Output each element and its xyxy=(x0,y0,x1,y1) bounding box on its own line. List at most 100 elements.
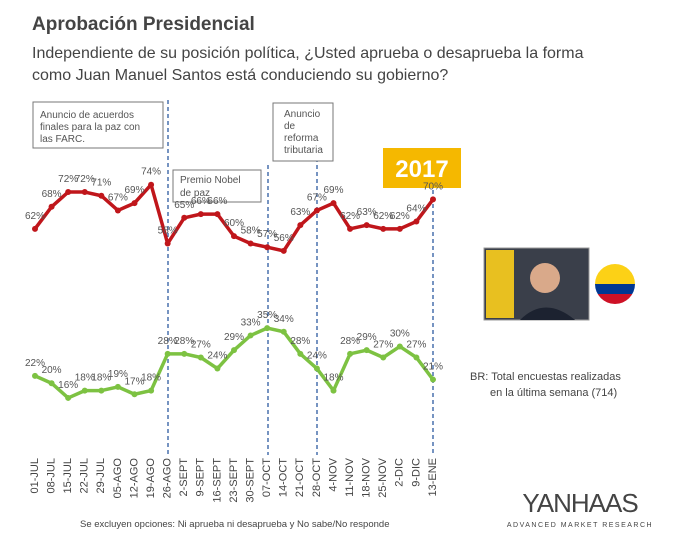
value-label: 29% xyxy=(224,332,244,343)
annotation-box xyxy=(172,169,262,203)
point xyxy=(114,207,121,214)
value-label: 28% xyxy=(158,336,178,347)
value-label: 63% xyxy=(290,207,310,218)
x-tick-label: 30-SEPT xyxy=(244,458,256,503)
annotation: Anuncio xyxy=(284,109,321,120)
x-tick-label: 16-SEPT xyxy=(211,458,223,503)
annotation: las FARC. xyxy=(40,134,85,145)
point xyxy=(48,203,55,210)
value-label: 63% xyxy=(357,207,377,218)
point xyxy=(181,350,188,357)
value-label: 68% xyxy=(42,189,62,200)
x-tick-label: 21-OCT xyxy=(294,458,306,497)
x-tick-label: 19-AGO xyxy=(145,458,157,499)
value-label: 17% xyxy=(124,376,144,387)
annotation: Premio Nobel xyxy=(180,175,241,186)
annotation: Anuncio de acuerdos xyxy=(40,110,134,121)
annotation: reforma xyxy=(284,133,319,144)
point xyxy=(264,244,271,251)
value-label: 72% xyxy=(75,174,95,185)
note: en la última semana (714) xyxy=(490,387,617,399)
value-label: 62% xyxy=(390,211,410,222)
x-tick-label: 07-OCT xyxy=(261,458,273,497)
value-label: 18% xyxy=(141,373,161,384)
value-label: 21% xyxy=(423,362,443,373)
annotation: finales para la paz con xyxy=(40,122,140,133)
point xyxy=(430,376,436,383)
photo-flag xyxy=(486,250,514,318)
logo: YANHAAS xyxy=(522,488,638,518)
value-label: 58% xyxy=(158,226,178,237)
point xyxy=(81,387,88,394)
flag-icon xyxy=(595,264,635,304)
footnote: Se excluyen opciones: Ni aprueba ni desa… xyxy=(80,519,389,530)
point xyxy=(197,354,204,361)
point xyxy=(247,240,254,247)
x-tick-label: 23-SEPT xyxy=(228,458,240,503)
point xyxy=(413,218,420,225)
logo-tagline: ADVANCED MARKET RESEARCH xyxy=(507,522,653,529)
point xyxy=(197,211,204,218)
value-label: 62% xyxy=(340,211,360,222)
point xyxy=(148,387,155,394)
value-label: 72% xyxy=(58,174,78,185)
value-label: 60% xyxy=(224,218,244,229)
point xyxy=(32,225,38,232)
point xyxy=(347,225,354,232)
value-label: 18% xyxy=(75,373,95,384)
point xyxy=(214,365,221,372)
x-tick-label: 08-JUL xyxy=(45,458,57,493)
point xyxy=(330,387,337,394)
point xyxy=(363,222,370,229)
value-label: 16% xyxy=(58,380,78,391)
value-label: 62% xyxy=(25,211,45,222)
value-label: 22% xyxy=(25,358,45,369)
point xyxy=(363,347,370,354)
point xyxy=(264,325,271,332)
title: Aprobación Presidencial xyxy=(32,14,255,35)
point xyxy=(164,350,171,357)
x-tick-label: 26-AGO xyxy=(162,458,174,499)
value-label: 57% xyxy=(257,229,277,240)
point xyxy=(330,200,337,207)
value-label: 64% xyxy=(406,203,426,214)
note: BR: Total encuestas realizadas xyxy=(470,371,621,383)
x-tick-label: 9-DIC xyxy=(410,458,422,487)
point xyxy=(65,189,72,196)
x-tick-label: 28-OCT xyxy=(311,458,323,497)
value-label: 62% xyxy=(373,211,393,222)
x-tick-label: 25-NOV xyxy=(377,457,389,497)
x-tick-label: 12-AGO xyxy=(128,458,140,499)
x-tick-label: 29-JUL xyxy=(95,458,107,493)
x-tick-label: 13-ENE xyxy=(427,458,439,497)
point xyxy=(181,214,188,221)
year-badge xyxy=(383,148,461,188)
point xyxy=(347,350,354,357)
point xyxy=(396,225,403,232)
value-label: 65% xyxy=(174,200,194,211)
value-label: 27% xyxy=(373,340,393,351)
annotation: tributaria xyxy=(284,145,323,156)
value-label: 71% xyxy=(91,178,111,189)
annotation: de paz xyxy=(180,188,210,199)
point xyxy=(81,189,88,196)
point xyxy=(98,192,105,199)
point xyxy=(380,225,387,232)
value-label: 28% xyxy=(174,336,194,347)
value-label: 28% xyxy=(290,336,310,347)
value-label: 34% xyxy=(274,314,294,325)
value-label: 35% xyxy=(257,310,277,321)
point xyxy=(131,391,138,398)
point xyxy=(65,394,72,401)
value-label: 33% xyxy=(241,317,261,328)
point xyxy=(32,372,38,379)
point xyxy=(380,354,387,361)
value-label: 67% xyxy=(307,192,327,203)
subtitle: como Juan Manuel Santos está conduciendo… xyxy=(32,67,448,84)
annotation: de xyxy=(284,121,296,132)
x-tick-label: 14-OCT xyxy=(278,458,290,497)
x-tick-label: 2-SEPT xyxy=(178,458,190,497)
value-label: 18% xyxy=(91,373,111,384)
point xyxy=(280,328,287,335)
point xyxy=(131,200,138,207)
